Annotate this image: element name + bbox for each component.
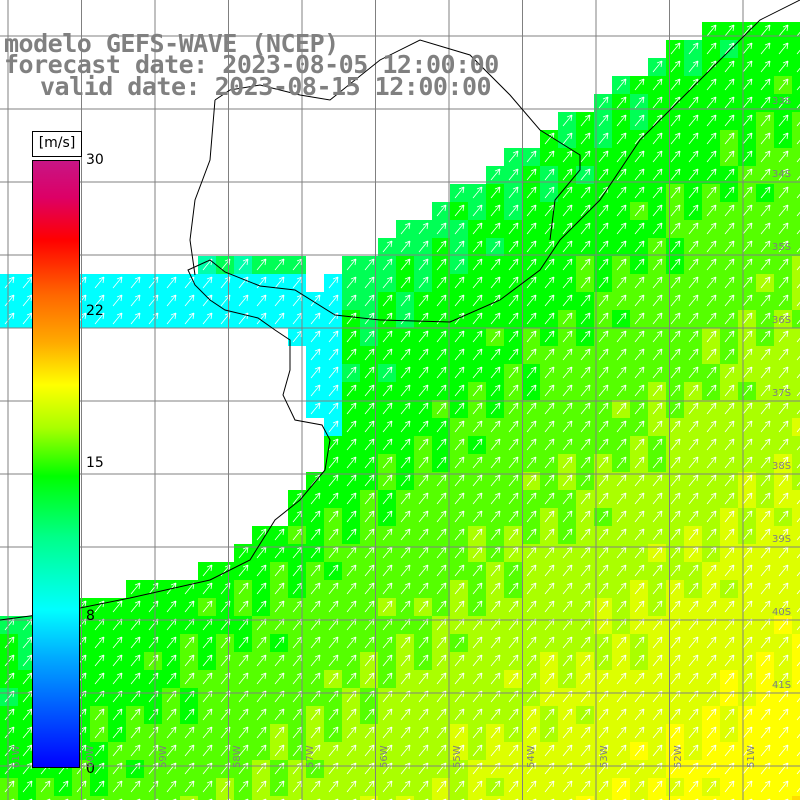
- lat-label: 36S: [772, 315, 792, 326]
- colorbar-tick-30: 30: [86, 152, 104, 168]
- lon-label: 58W: [231, 745, 243, 768]
- map-title-valid-date: valid date: 2023-08-15 12:00:00: [40, 72, 492, 101]
- colorbar-tick-15: 15: [86, 455, 104, 471]
- lat-label: 40S: [772, 607, 792, 618]
- lat-label: 38S: [772, 461, 792, 472]
- lon-label: 54W: [525, 745, 537, 768]
- lon-label: 53W: [599, 745, 610, 768]
- wind-speed-field: [0, 22, 800, 800]
- lat-label: 33S: [772, 96, 792, 107]
- lat-label: 37S: [772, 388, 792, 399]
- map-title-model: modelo GEFS-WAVE (NCEP): [4, 29, 339, 58]
- lon-label: 56W: [378, 745, 390, 768]
- colorbar-tick-8: 8: [86, 608, 95, 624]
- lon-label: 51W: [746, 745, 757, 768]
- lon-label: 57W: [305, 745, 316, 768]
- map-title-forecast-date: forecast date: 2023-08-05 12:00:00: [4, 50, 499, 79]
- country-border: [189, 39, 581, 276]
- lon-label: 52W: [672, 745, 684, 768]
- colorbar-tick-0: 0: [86, 761, 95, 777]
- lat-label: 39S: [772, 534, 792, 545]
- lon-label: 59W: [158, 745, 169, 768]
- coastline: [0, 0, 800, 621]
- lon-label: 60W: [84, 745, 96, 768]
- lat-label: 34S: [772, 169, 792, 180]
- lat-label: 35S: [772, 242, 792, 253]
- colorbar-tick-22: 22: [86, 303, 104, 319]
- colorbar: [32, 160, 80, 768]
- colorbar-unit: [m/s]: [32, 131, 82, 157]
- lat-label: 41S: [772, 680, 792, 691]
- lon-label: 55W: [452, 745, 463, 768]
- lon-label: 61W: [11, 745, 22, 768]
